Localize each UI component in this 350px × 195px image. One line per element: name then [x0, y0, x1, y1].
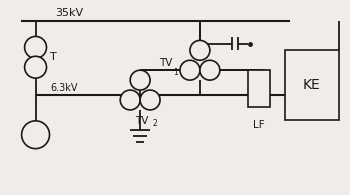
Text: 35kV: 35kV: [56, 8, 84, 18]
Text: 1: 1: [173, 68, 178, 77]
Circle shape: [200, 60, 220, 80]
Text: TV: TV: [135, 116, 149, 126]
Text: 2: 2: [152, 119, 157, 128]
Circle shape: [180, 60, 200, 80]
Circle shape: [140, 90, 160, 110]
Circle shape: [130, 70, 150, 90]
Circle shape: [25, 56, 47, 78]
Text: KE: KE: [303, 78, 320, 92]
Text: LF: LF: [253, 120, 265, 130]
Circle shape: [25, 36, 47, 58]
Bar: [248, 70, 270, 107]
Circle shape: [22, 121, 49, 149]
Bar: [285, 50, 339, 120]
Text: G: G: [31, 130, 40, 140]
Text: T: T: [50, 52, 57, 62]
Circle shape: [120, 90, 140, 110]
Text: TV: TV: [159, 58, 172, 68]
Circle shape: [190, 40, 210, 60]
Text: 6.3kV: 6.3kV: [50, 83, 78, 93]
